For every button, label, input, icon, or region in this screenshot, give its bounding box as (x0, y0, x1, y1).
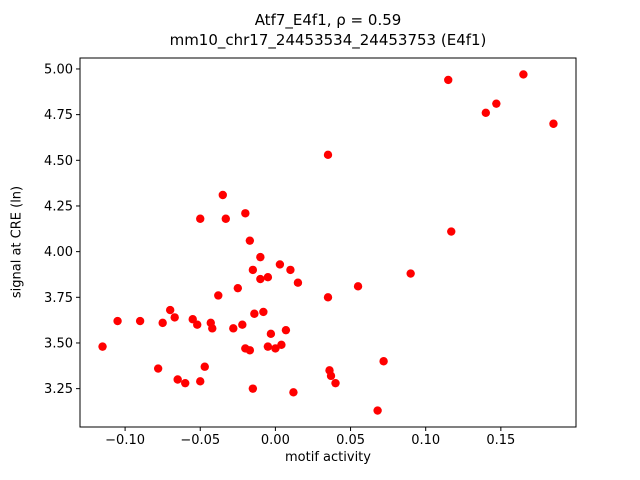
data-point (153, 364, 163, 373)
data-point (173, 375, 182, 384)
data-point (248, 265, 258, 275)
data-point (481, 108, 491, 118)
data-point (181, 378, 190, 388)
data-point (263, 273, 273, 282)
y-tick-label: 4.50 (44, 154, 73, 169)
data-point (444, 75, 453, 85)
y-tick-label: 3.25 (44, 382, 73, 397)
y-tick-label: 3.50 (44, 336, 73, 351)
chart-title-line2: mm10_chr17_24453534_24453753 (E4f1) (169, 31, 487, 49)
y-axis-label: signal at CRE (ln) (9, 185, 25, 299)
data-point (135, 316, 145, 326)
data-point (277, 340, 286, 349)
data-point (293, 278, 303, 287)
x-tick-label: 0.15 (486, 433, 515, 448)
data-point (549, 119, 558, 128)
data-point (271, 344, 280, 353)
data-point (221, 214, 230, 223)
y-tick-label: 4.25 (44, 199, 73, 214)
y-tick-label: 5.00 (44, 62, 73, 77)
data-point (256, 274, 265, 284)
data-point (165, 305, 175, 315)
y-tick-label: 3.75 (44, 291, 73, 306)
x-tick-label: 0.05 (336, 433, 365, 448)
data-point (214, 291, 223, 300)
y-tick-label: 4.75 (44, 108, 73, 123)
data-point (406, 269, 415, 278)
data-point (196, 214, 205, 223)
x-axis-label: motif activity (285, 450, 371, 465)
x-tick-label: 0.10 (411, 433, 440, 448)
data-point (286, 265, 295, 275)
data-point (256, 252, 265, 262)
data-point (281, 325, 291, 335)
data-point (447, 227, 456, 236)
x-tick-label: 0.00 (261, 433, 290, 448)
data-point (238, 320, 247, 329)
data-point (326, 371, 336, 381)
y-tick-label: 4.00 (44, 245, 73, 260)
data-point (193, 320, 202, 329)
data-point (379, 357, 388, 366)
data-point (331, 378, 340, 388)
data-point (353, 282, 363, 291)
data-point (158, 318, 167, 328)
data-point (266, 329, 276, 339)
data-point (98, 342, 107, 351)
data-point (323, 293, 333, 302)
data-point (373, 406, 382, 415)
data-point (250, 309, 259, 318)
data-point (233, 283, 243, 293)
data-point (259, 307, 268, 317)
data-point (208, 324, 217, 333)
data-point (519, 70, 528, 79)
data-point (289, 388, 298, 397)
data-point (218, 190, 227, 200)
x-tick-label: −0.05 (180, 433, 220, 448)
x-tick-label: −0.10 (105, 433, 145, 448)
data-point (492, 99, 501, 108)
data-point (200, 362, 209, 371)
data-point (323, 150, 333, 160)
data-point (241, 209, 250, 218)
axes-box (79, 57, 577, 428)
data-point (263, 342, 273, 351)
data-point (275, 260, 285, 269)
chart-title: Atf7_E4f1, ρ = 0.59 mm10_chr17_24453534_… (80, 10, 576, 50)
data-point (196, 377, 205, 386)
data-point (229, 324, 238, 333)
data-point (248, 384, 258, 393)
chart-title-line1: Atf7_E4f1, ρ = 0.59 (254, 11, 402, 29)
data-point (245, 346, 255, 355)
data-point (170, 313, 179, 322)
data-point (245, 236, 255, 245)
data-point (113, 316, 122, 326)
